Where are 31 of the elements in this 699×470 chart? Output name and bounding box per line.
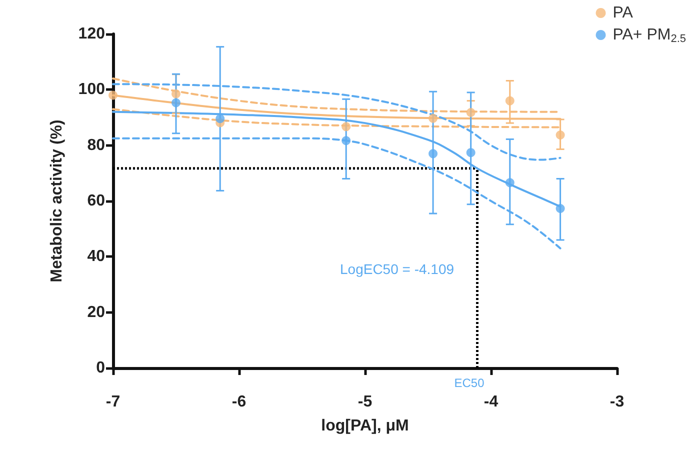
point	[505, 96, 514, 106]
point	[108, 90, 118, 100]
y-tick-label: 0	[96, 360, 106, 376]
y-tick-label: 100	[78, 81, 106, 98]
point	[505, 178, 514, 188]
point	[556, 130, 565, 140]
ref-line-label: EC50	[454, 376, 485, 390]
point	[342, 136, 351, 146]
x-axis-title: log[PA], μM	[321, 418, 409, 434]
x-tick-label: -3	[610, 394, 624, 410]
point	[342, 122, 351, 132]
point	[556, 204, 565, 214]
legend-label: PA	[612, 4, 634, 22]
point	[172, 98, 180, 108]
point	[466, 148, 476, 158]
y-axis-title: Metabolic activity (%)	[48, 120, 66, 282]
x-tick-label: -4	[484, 394, 498, 410]
y-tick-label: 60	[87, 192, 106, 210]
point	[466, 108, 476, 117]
x-tick-label: -7	[106, 394, 120, 410]
point	[428, 114, 438, 123]
y-tick-label: 40	[87, 248, 106, 266]
point	[172, 89, 180, 98]
y-tick-label: 80	[87, 136, 106, 154]
annotation: LogEC50 = -4.109	[340, 261, 454, 277]
x-tick-label: -5	[358, 394, 372, 410]
x-tick-label: -6	[232, 394, 246, 410]
point	[428, 149, 438, 158]
y-tick-label: 120	[78, 26, 106, 42]
y-tick-label: 20	[87, 304, 106, 321]
point	[216, 114, 225, 124]
